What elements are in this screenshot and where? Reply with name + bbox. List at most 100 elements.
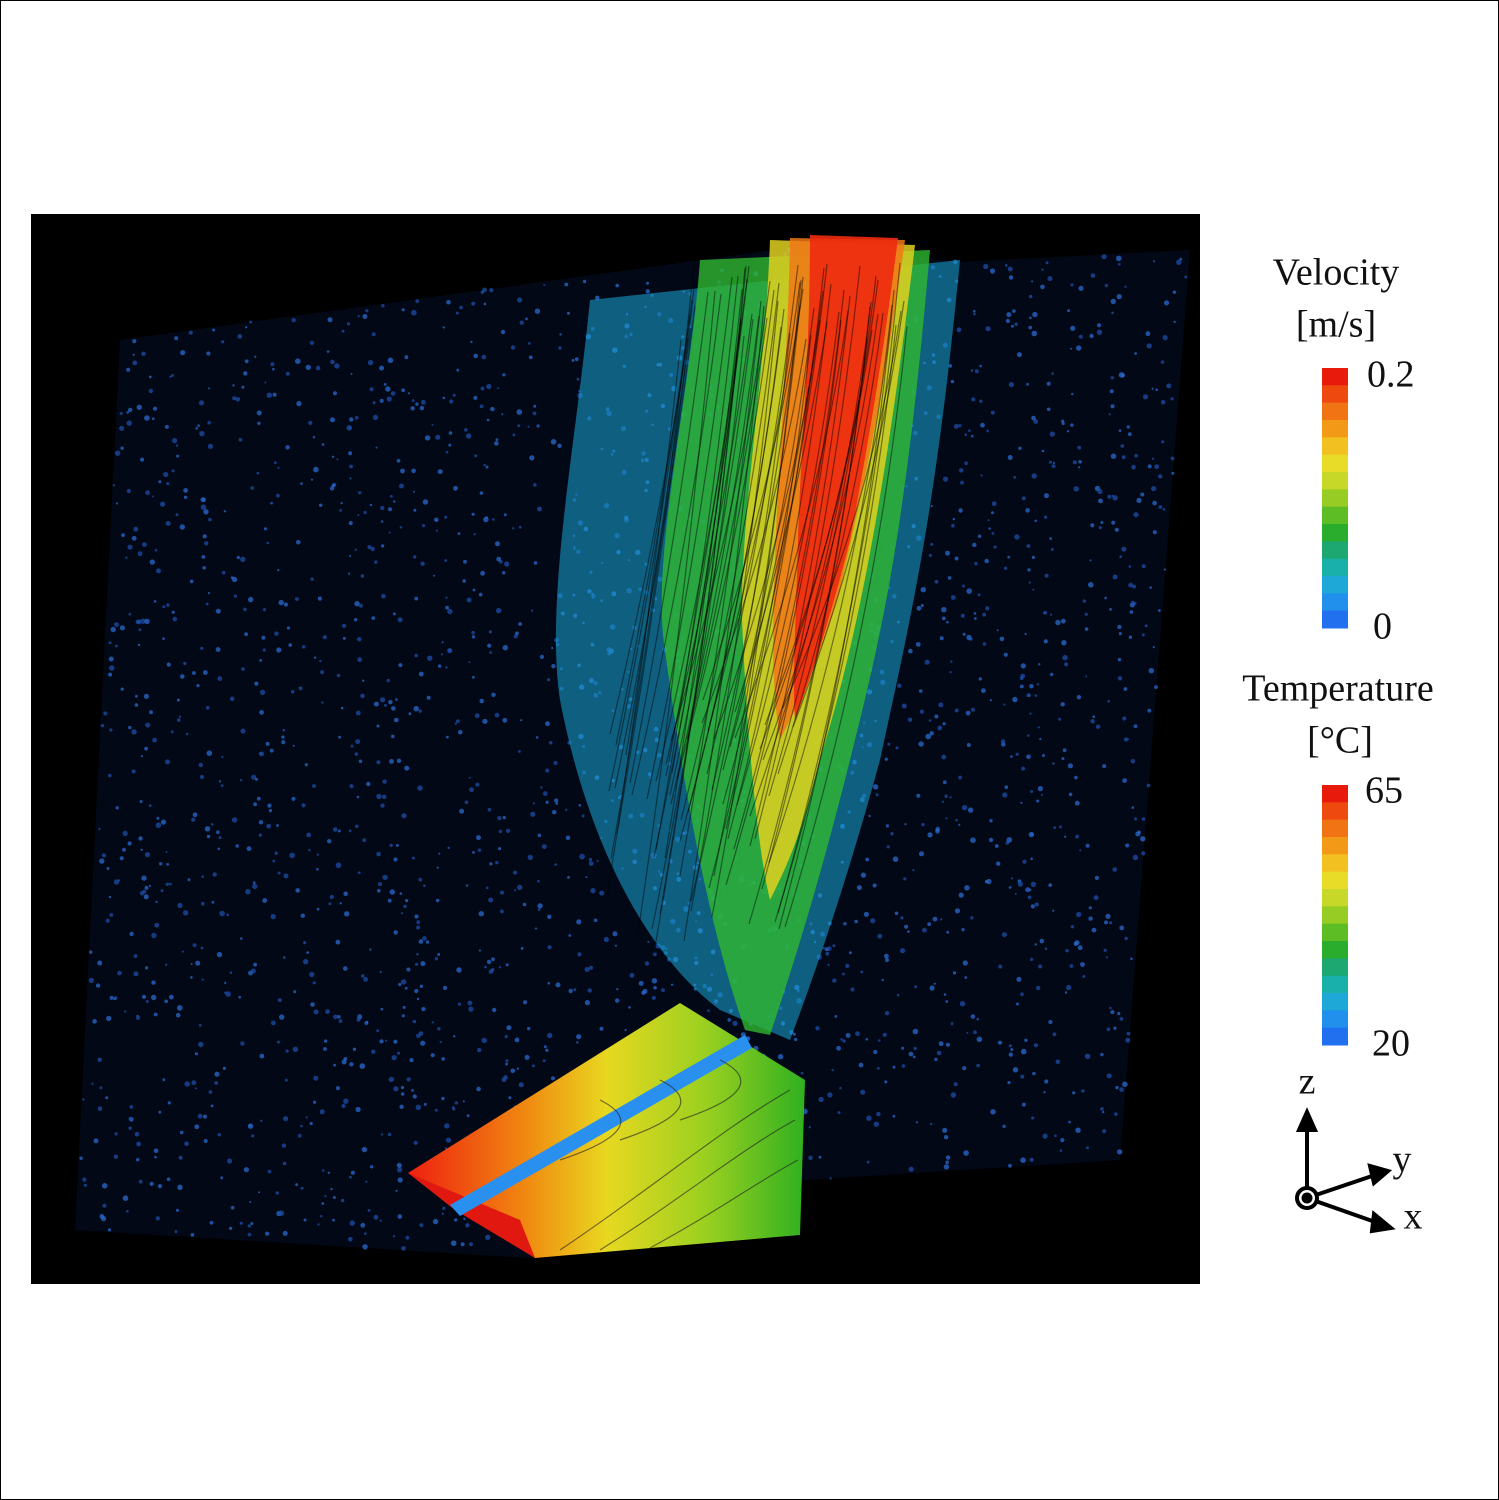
vector-dot <box>576 1041 579 1044</box>
vector-dot <box>1061 618 1066 624</box>
colorbar-step <box>1322 576 1348 594</box>
vector-dot <box>1008 275 1014 280</box>
streak <box>665 317 742 777</box>
streak <box>792 300 905 728</box>
vector-dot <box>372 414 379 420</box>
vector-dot <box>531 609 534 612</box>
vector-dot <box>322 635 327 640</box>
vector-dot <box>514 1037 520 1043</box>
colorbar-step <box>1322 889 1348 907</box>
vector-dot <box>934 1057 938 1062</box>
vector-dot <box>432 1218 439 1225</box>
vector-dot <box>1140 836 1146 842</box>
vector-dot <box>508 1096 512 1100</box>
vector-dot <box>1031 415 1036 421</box>
vector-dot <box>873 1121 879 1127</box>
vector-dot <box>423 1102 427 1106</box>
vector-dot <box>98 827 101 831</box>
vector-dot <box>199 430 205 437</box>
vector-dot <box>436 866 439 869</box>
colorbar-step <box>1322 402 1348 421</box>
vector-dot <box>122 830 128 837</box>
vector-dot <box>595 295 600 301</box>
vector-dot <box>200 646 204 650</box>
vector-dot <box>1166 383 1172 389</box>
vector-dot <box>261 635 266 640</box>
vector-dot <box>266 541 270 545</box>
vector-dot <box>900 916 904 920</box>
vector-dot <box>225 991 231 997</box>
vector-dot <box>483 463 487 467</box>
vector-dot <box>897 683 902 688</box>
vector-dot <box>435 529 438 532</box>
vector-dot <box>1114 1112 1118 1116</box>
vector-dot <box>468 1006 474 1012</box>
vector-dot <box>1108 413 1111 416</box>
vector-dot <box>343 1098 349 1104</box>
vector-dot <box>203 670 208 675</box>
vector-dot <box>1069 964 1074 968</box>
vector-dot <box>1020 663 1026 669</box>
vector-dot <box>1011 324 1014 328</box>
vector-dot <box>360 574 365 578</box>
vector-dot <box>462 1100 465 1103</box>
vector-dot <box>1061 640 1067 646</box>
vector-dot <box>1040 793 1044 796</box>
vector-dot <box>777 1054 784 1060</box>
vector-dot <box>878 1039 881 1042</box>
vector-dot <box>140 457 145 462</box>
vector-dot <box>142 542 147 547</box>
vector-dot <box>399 483 404 489</box>
vector-dot <box>915 642 921 647</box>
streak <box>734 321 828 713</box>
vector-dot <box>239 779 243 782</box>
vector-dot <box>199 774 205 780</box>
streak <box>608 314 691 792</box>
vector-dot <box>211 900 215 904</box>
vector-dot <box>201 875 204 878</box>
vector-dot <box>930 505 933 508</box>
vector-dot <box>921 823 925 827</box>
vector-dot <box>1053 826 1057 829</box>
vector-dot <box>1058 717 1062 721</box>
vector-dot <box>319 1109 325 1115</box>
vector-dot <box>896 993 900 997</box>
vector-dot <box>445 596 448 599</box>
vector-dot <box>1032 311 1038 318</box>
vector-dot <box>292 1046 299 1053</box>
vector-dot <box>1122 778 1127 783</box>
vector-dot <box>417 785 423 791</box>
vector-dot <box>599 1026 604 1031</box>
vector-dot <box>962 960 968 966</box>
vector-dot <box>1091 927 1097 933</box>
vector-dot <box>414 653 419 658</box>
vector-dot <box>1027 734 1030 737</box>
vector-dot <box>391 734 395 739</box>
vector-dot <box>145 1000 149 1003</box>
vector-dot <box>411 468 416 474</box>
vector-dot <box>214 1071 220 1077</box>
vector-dot <box>966 1031 969 1034</box>
vector-dot <box>281 1143 287 1148</box>
vector-dot <box>1090 523 1095 528</box>
vector-dot <box>1061 419 1065 423</box>
vector-dot <box>506 828 511 834</box>
vector-dot <box>407 392 411 395</box>
vector-dot <box>1022 859 1027 864</box>
vector-dot <box>465 884 469 887</box>
vector-dot <box>129 1105 134 1109</box>
streak <box>777 312 884 775</box>
vector-dot <box>126 1210 129 1213</box>
streak <box>733 289 845 850</box>
vector-dot <box>388 531 391 534</box>
vector-dot <box>532 411 537 416</box>
vector-dot <box>99 858 105 864</box>
vector-dot <box>1104 596 1107 600</box>
legend-unit: [°C] <box>1307 720 1373 762</box>
vector-dot <box>346 322 351 326</box>
vector-dot <box>966 634 972 641</box>
vector-dot <box>1027 568 1031 572</box>
vector-dot <box>943 1135 949 1140</box>
vector-dot <box>357 514 360 517</box>
vector-dot <box>412 1019 417 1024</box>
